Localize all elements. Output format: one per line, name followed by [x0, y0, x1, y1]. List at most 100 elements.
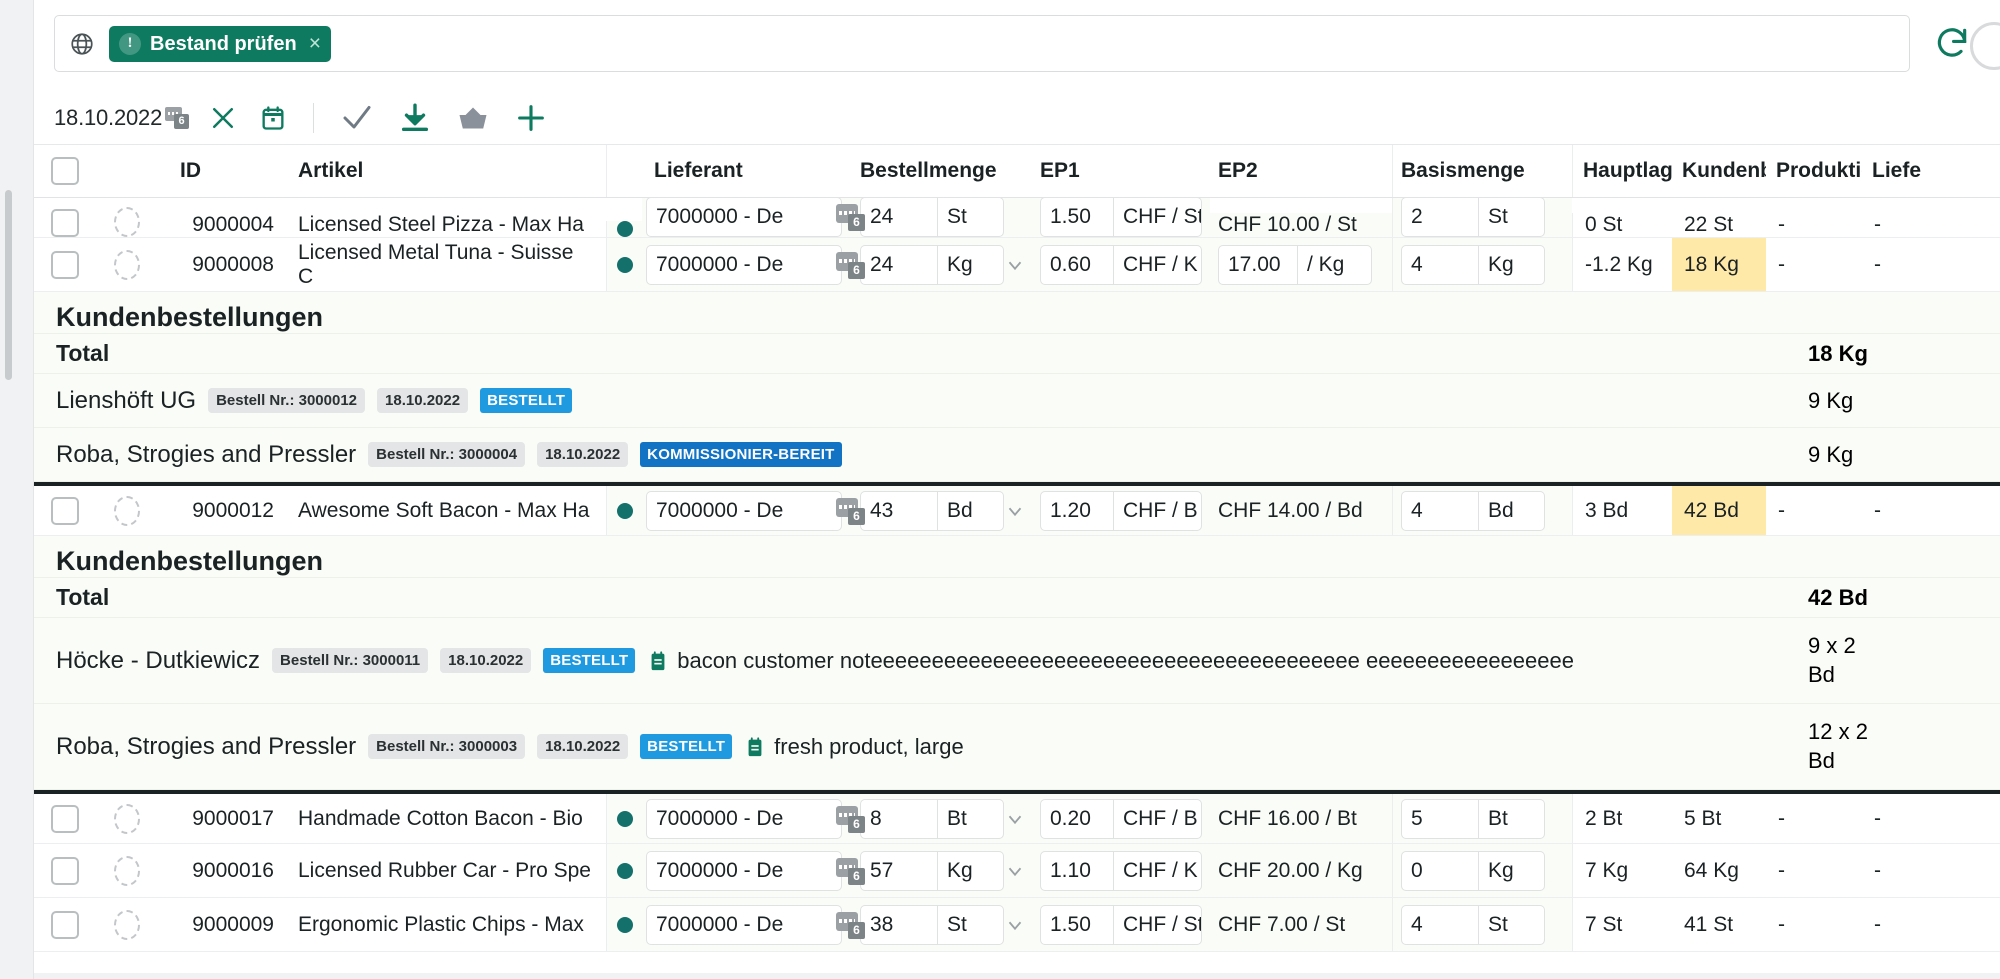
ep1-input[interactable]: 0.60: [1040, 244, 1114, 285]
basismenge-unit[interactable]: St: [1479, 904, 1545, 945]
header-hauptlager[interactable]: Hauptlag: [1572, 145, 1672, 197]
ep2-unit[interactable]: / Kg: [1298, 244, 1372, 285]
calendar-icon[interactable]: [253, 98, 293, 138]
ep1-input[interactable]: 1.50: [1040, 904, 1114, 945]
lieferant-input[interactable]: 7000000 - De: [646, 198, 842, 237]
bestellmenge-input[interactable]: 8: [860, 798, 938, 839]
cell-basismenge[interactable]: 2 St: [1392, 198, 1572, 237]
cell-bestellmenge[interactable]: 43 Bd: [852, 486, 1032, 535]
cell-basismenge[interactable]: 4 Bd: [1392, 486, 1572, 535]
header-id[interactable]: ID: [180, 159, 201, 182]
table-row[interactable]: 9000008 Licensed Metal Tuna - Suisse C 7…: [34, 238, 2000, 292]
basismenge-unit[interactable]: Kg: [1479, 850, 1545, 891]
chevron-down-icon[interactable]: [1004, 808, 1026, 830]
cell-basismenge[interactable]: 4 St: [1392, 898, 1572, 951]
basismenge-input[interactable]: 0: [1401, 850, 1479, 891]
refresh-button[interactable]: [1924, 15, 1980, 71]
basismenge-unit[interactable]: St: [1479, 198, 1545, 237]
basismenge-input[interactable]: 4: [1401, 904, 1479, 945]
chevron-down-icon[interactable]: [1004, 500, 1026, 522]
header-kundenbestellung[interactable]: Kundenb: [1682, 159, 1766, 182]
bestellmenge-input[interactable]: 43: [860, 490, 938, 531]
cell-ep1[interactable]: 1.50 CHF / St: [1032, 898, 1210, 951]
chevron-down-icon[interactable]: [1004, 254, 1026, 276]
bestellmenge-unit[interactable]: St: [938, 904, 1004, 945]
row-checkbox[interactable]: [34, 486, 96, 535]
plus-icon[interactable]: [508, 95, 554, 141]
ep1-input[interactable]: 1.50: [1040, 198, 1114, 237]
vertical-scrollbar[interactable]: [5, 190, 12, 380]
basismenge-input[interactable]: 5: [1401, 798, 1479, 839]
ep2-input[interactable]: 17.00: [1218, 244, 1298, 285]
chevron-down-icon[interactable]: [1004, 914, 1026, 936]
filter-input-box[interactable]: ! Bestand prüfen ×: [54, 15, 1910, 72]
cell-lieferant[interactable]: 7000000 - De 6: [642, 198, 865, 237]
ep1-input[interactable]: 0.20: [1040, 798, 1114, 839]
cell-ep2[interactable]: 17.00 / Kg: [1210, 238, 1392, 291]
cell-bestellmenge[interactable]: 8 Bt: [852, 794, 1032, 843]
filter-chip-bestand-pruefen[interactable]: ! Bestand prüfen ×: [109, 25, 331, 62]
header-ep2[interactable]: EP2: [1218, 159, 1258, 182]
header-ep1[interactable]: EP1: [1040, 159, 1080, 182]
cell-basismenge[interactable]: 5 Bt: [1392, 794, 1572, 843]
ep1-unit[interactable]: CHF / St: [1114, 198, 1202, 237]
lieferant-input[interactable]: 7000000 - De: [646, 244, 842, 285]
bestellmenge-input[interactable]: 24: [860, 244, 938, 285]
customer-order-row[interactable]: Roba, Strogies and Pressler Bestell Nr.:…: [34, 704, 2000, 790]
basismenge-unit[interactable]: Bt: [1479, 798, 1545, 839]
cell-bestellmenge[interactable]: 24 Kg: [852, 238, 1032, 291]
table-row[interactable]: 9000016 Licensed Rubber Car - Pro Spe 70…: [34, 844, 2000, 898]
customer-order-row[interactable]: Roba, Strogies and Pressler Bestell Nr.:…: [34, 428, 2000, 482]
cell-lieferant[interactable]: 7000000 - De 6: [642, 794, 865, 843]
cell-lieferant[interactable]: 7000000 - De 6: [642, 486, 865, 535]
cell-ep1[interactable]: 1.20 CHF / B: [1032, 486, 1210, 535]
bestellmenge-input[interactable]: 57: [860, 850, 938, 891]
bestellmenge-unit[interactable]: Bt: [938, 798, 1004, 839]
basismenge-unit[interactable]: Bd: [1479, 490, 1545, 531]
ep1-unit[interactable]: CHF / B: [1114, 490, 1202, 531]
table-row[interactable]: 9000009 Ergonomic Plastic Chips - Max 70…: [34, 898, 2000, 952]
bestellmenge-unit[interactable]: St: [938, 198, 1004, 237]
basket-icon[interactable]: [450, 95, 496, 141]
ep1-unit[interactable]: CHF / K: [1114, 850, 1202, 891]
bestellmenge-input[interactable]: 38: [860, 904, 938, 945]
row-checkbox[interactable]: [34, 794, 96, 843]
ep1-input[interactable]: 1.10: [1040, 850, 1114, 891]
row-checkbox[interactable]: [34, 844, 96, 897]
basismenge-input[interactable]: 4: [1401, 490, 1479, 531]
header-produktion[interactable]: Produktio: [1776, 159, 1862, 182]
cell-ep1[interactable]: 1.10 CHF / K: [1032, 844, 1210, 897]
avatar[interactable]: [1970, 22, 2000, 70]
lieferant-input[interactable]: 7000000 - De: [646, 490, 842, 531]
bestellmenge-unit[interactable]: Kg: [938, 850, 1004, 891]
cell-bestellmenge[interactable]: 57 Kg: [852, 844, 1032, 897]
ep1-unit[interactable]: CHF / K: [1114, 244, 1202, 285]
row-checkbox[interactable]: [34, 209, 96, 237]
lieferant-input[interactable]: 7000000 - De: [646, 798, 842, 839]
ep1-input[interactable]: 1.20: [1040, 490, 1114, 531]
basismenge-unit[interactable]: Kg: [1479, 244, 1545, 285]
row-checkbox[interactable]: [34, 898, 96, 951]
bestellmenge-unit[interactable]: Bd: [938, 490, 1004, 531]
date-filter[interactable]: 18.10.2022 6: [54, 105, 190, 131]
bestellmenge-unit[interactable]: Kg: [938, 244, 1004, 285]
close-icon[interactable]: ×: [308, 32, 321, 55]
basismenge-input[interactable]: 2: [1401, 198, 1479, 237]
cell-lieferant[interactable]: 7000000 - De 6: [642, 898, 865, 951]
basismenge-input[interactable]: 4: [1401, 244, 1479, 285]
cell-ep1[interactable]: 0.60 CHF / K: [1032, 238, 1210, 291]
table-row[interactable]: 9000017 Handmade Cotton Bacon - Bio 7000…: [34, 790, 2000, 844]
row-checkbox[interactable]: [34, 238, 96, 291]
check-icon[interactable]: [334, 95, 380, 141]
ep1-unit[interactable]: CHF / St: [1114, 904, 1202, 945]
close-icon[interactable]: [203, 98, 243, 138]
cell-lieferant[interactable]: 7000000 - De 6: [642, 238, 865, 291]
cell-lieferant[interactable]: 7000000 - De 6: [642, 844, 865, 897]
header-lieferung[interactable]: Liefe: [1872, 159, 1922, 182]
header-bestellmenge[interactable]: Bestellmenge: [860, 159, 997, 182]
lieferant-input[interactable]: 7000000 - De: [646, 904, 842, 945]
header-basismenge[interactable]: Basismenge: [1392, 145, 1572, 197]
select-all-checkbox[interactable]: [34, 145, 96, 197]
bestellmenge-input[interactable]: 24: [860, 198, 938, 237]
customer-order-row[interactable]: Höcke - Dutkiewicz Bestell Nr.: 3000011 …: [34, 618, 2000, 704]
